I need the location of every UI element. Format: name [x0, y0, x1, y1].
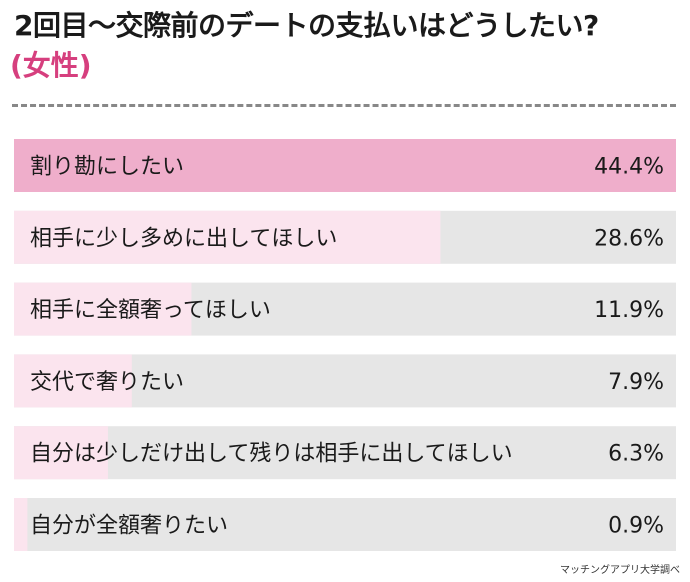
- chart-title: 2回目〜交際前のデートの支払いはどうしたい?: [14, 9, 599, 42]
- value-label: 6.3%: [608, 442, 664, 467]
- value-label: 28.6%: [594, 226, 664, 251]
- bar: [14, 139, 676, 192]
- value-label: 0.9%: [608, 514, 664, 539]
- dashed-divider: [12, 104, 676, 107]
- chart-subtitle: (女性): [10, 49, 92, 82]
- source-note: マッチングアプリ大学調べ: [560, 565, 680, 576]
- bar: [14, 282, 192, 336]
- value-label: 44.4%: [594, 155, 664, 180]
- bar-track: [14, 498, 676, 551]
- category-label: 割り勘にしたい: [30, 155, 184, 180]
- category-label: 相手に少し多めに出してほしい: [30, 226, 337, 251]
- value-label: 11.9%: [594, 298, 664, 323]
- bar: [14, 498, 28, 551]
- bar: [14, 354, 132, 408]
- bar: [14, 426, 108, 480]
- bar-track: [14, 426, 676, 480]
- category-label: 自分は少しだけ出して残りは相手に出してほしい: [30, 442, 513, 467]
- category-label: 相手に全額奢ってほしい: [30, 298, 271, 323]
- category-label: 交代で奢りたい: [30, 370, 184, 395]
- value-label: 7.9%: [608, 370, 664, 395]
- category-label: 自分が全額奢りたい: [30, 514, 228, 539]
- bar: [14, 210, 441, 264]
